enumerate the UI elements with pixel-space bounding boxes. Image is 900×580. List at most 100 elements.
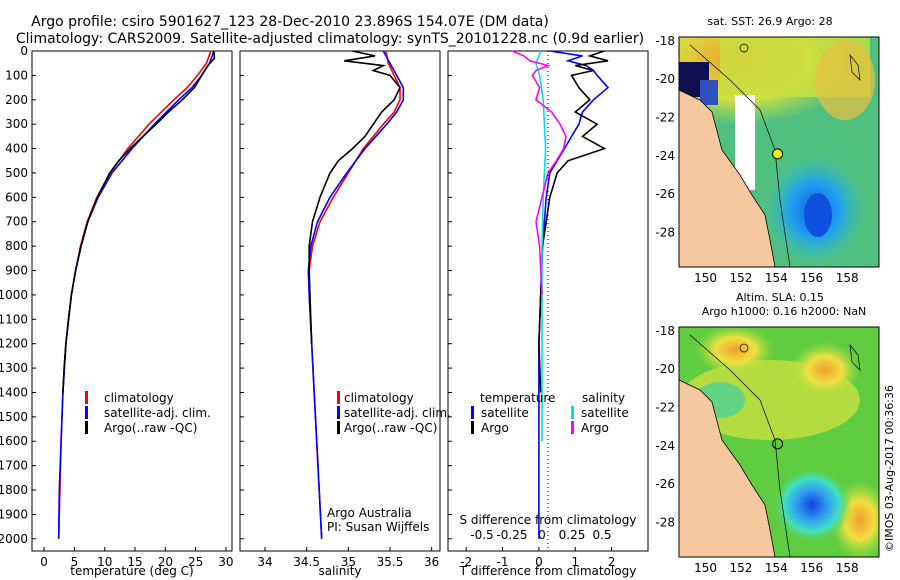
sst-cool-inner [804,193,832,237]
legend-label-argo: Argo(..raw -QC) [104,421,197,435]
map-y-tick-label: -18 [655,324,675,338]
sla-orange-patch-2 [695,327,775,375]
series-line-t-argo [538,50,609,393]
depth-tick-label: 600 [5,190,28,204]
map-y-tick-label: -24 [655,439,675,453]
map-x-tick-label: 156 [800,271,823,285]
map-y-tick-label: -24 [655,149,675,163]
sst-cloud-patch-2 [700,80,718,105]
x-tick-label: 35 [341,555,356,569]
x-tick-label: 0 [535,555,543,569]
legend-title-salinity: salinity [582,391,625,405]
sla-map-title-line2: Argo h1000: 0.16 h2000: NaN [702,305,867,318]
series-line-satellite-adj-clim- [307,50,405,539]
sla-blue-eddy [772,467,852,543]
x-tick-label: 10 [97,555,112,569]
depth-tick-label: 1500 [0,410,28,424]
s-difference-tick-label: 0.25 [559,528,586,542]
salinity-annotation-line2: PI: Susan Wijffels [327,520,429,534]
s-difference-tick-label: 0.5 [592,528,611,542]
map-y-tick-label: -18 [655,34,675,48]
legend-label-climatology: climatology [104,391,174,405]
series-line-s-satellite [535,50,547,442]
sla-reef-marker [739,343,749,353]
legend-label-t-argo: Argo [481,421,509,435]
credit-text: ©IMOS 03-Aug-2017 00:36:36 [883,385,896,552]
legend-label-t-satellite: satellite [481,406,529,420]
depth-tick-label: 300 [5,117,28,131]
x-tick-label: 34.5 [293,555,320,569]
map-x-tick-label: 150 [694,561,717,575]
difference-legend: temperature satellite Argo salinity sate… [460,391,637,527]
legend-label-s-satellite: satellite [581,406,629,420]
legend-label-satellite: satellite-adj. clim. [104,406,211,420]
sla-isobath [689,334,791,557]
depth-tick-label: 2000 [0,532,28,546]
legend-label-climatology: climatology [344,391,414,405]
sla-map [679,327,879,557]
salinity-plot-frame [239,50,441,552]
legend-swatch-s-satellite [571,406,574,419]
map-y-tick-label: -20 [655,362,675,376]
sst-reef-marker [739,43,749,53]
sst-map-frame [678,36,880,268]
depth-tick-label: 900 [5,264,28,278]
depth-tick-label: 400 [5,142,28,156]
x-tick-label: 2 [608,555,616,569]
legend-swatch-climatology [85,391,88,404]
depth-tick-label: 700 [5,215,28,229]
legend-label-argo: Argo(..raw -QC) [344,421,437,435]
map-y-tick-label: -26 [655,187,675,201]
x-tick-label: 25 [188,555,203,569]
map-x-tick-label: 154 [765,561,788,575]
depth-tick-label: 1400 [0,385,28,399]
s-difference-tick-label: 0 [538,528,546,542]
map-x-tick-label: 152 [729,271,752,285]
series-line-t-satellite [538,50,610,539]
sst-coastline [679,89,776,267]
depth-tick-label: 800 [5,239,28,253]
map-x-tick-label: 150 [694,271,717,285]
depth-tick-label: 1900 [0,507,28,521]
map-y-tick-label: -28 [655,226,675,240]
x-tick-label: 20 [158,555,173,569]
sla-coastline [679,379,776,557]
map-x-tick-label: 158 [836,561,859,575]
sla-map-frame [678,326,880,558]
difference-x-axis-label: T difference from climatology [459,564,637,578]
legend-swatch-s-argo [571,421,574,434]
map-y-tick-label: -28 [655,516,675,530]
map-y-tick-label: -22 [655,401,675,415]
figure-subtitle: Climatology: CARS2009. Satellite-adjuste… [16,31,644,47]
legend-swatch-satellite [85,406,88,419]
series-line-climatology [57,50,212,539]
series-line-argo-raw-qc- [62,50,216,393]
temperature-x-axis-label: temperature (deg C) [70,564,193,578]
x-tick-label: -1 [497,555,509,569]
depth-tick-label: 1100 [0,312,28,326]
sst-map [679,37,879,267]
legend-swatch-argo [85,421,88,434]
sst-argo-position-marker [772,148,784,160]
depth-tick-label: 1000 [0,288,28,302]
sla-map-title-line1: Altim. SLA: 0.15 [736,291,824,304]
sst-land [679,90,775,267]
map-x-tick-label: 156 [800,561,823,575]
legend-swatch-climatology [337,391,340,404]
depth-tick-label: 0 [20,44,28,58]
salinity-x-axis-label: salinity [318,564,361,578]
figure-title: Argo profile: csiro 5901627_123 28-Dec-2… [31,14,549,30]
x-tick-label: 5 [71,555,79,569]
sla-orange-patch-1 [790,342,860,398]
s-difference-tick-label: -0.25 [496,528,527,542]
x-tick-label: -2 [460,555,472,569]
salinity-annotation-line1: Argo Australia [327,506,412,520]
legend-title-temperature: temperature [480,391,555,405]
depth-tick-label: 500 [5,166,28,180]
legend-label-s-argo: Argo [581,421,609,435]
map-y-tick-label: -22 [655,111,675,125]
depth-tick-label: 200 [5,93,28,107]
depth-tick-label: 1300 [0,361,28,375]
legend-swatch-t-satellite [471,406,474,419]
